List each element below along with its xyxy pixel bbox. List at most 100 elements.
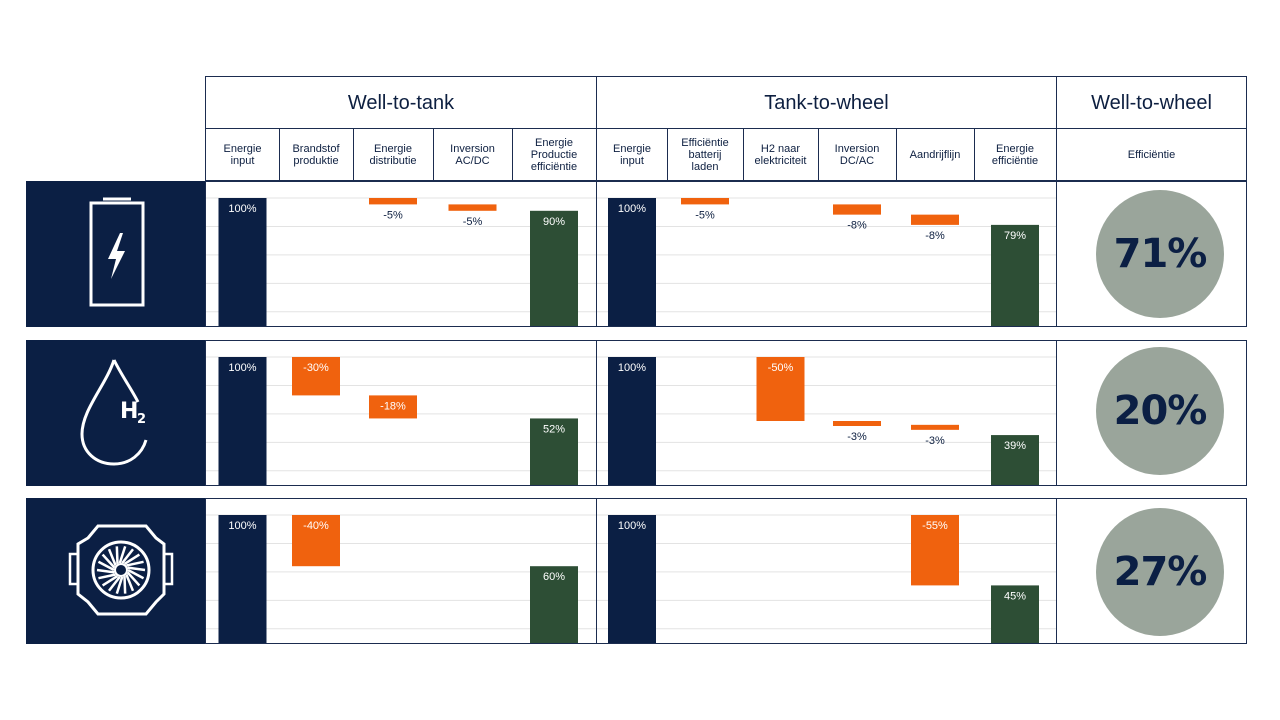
- bar-loss: [292, 515, 340, 567]
- bar-result: [991, 224, 1039, 326]
- svg-text:H: H: [120, 399, 138, 424]
- fan-blade: [127, 566, 146, 572]
- engine-fan-icon: [68, 524, 174, 616]
- row-divider: [596, 181, 597, 327]
- column-divider: [743, 129, 744, 181]
- row-divider: [1056, 498, 1057, 644]
- data-label: 79%: [1004, 230, 1026, 242]
- column-header: Energie efficiëntie: [991, 143, 1039, 167]
- data-label: 39%: [1004, 440, 1026, 452]
- data-label: -55%: [922, 520, 948, 532]
- bar-loss: [448, 204, 497, 211]
- data-label: 100%: [228, 203, 256, 215]
- section-title-tank-to-wheel: Tank-to-wheel: [764, 91, 889, 114]
- wtw-efficiency-hydrogen: 20%: [1096, 347, 1224, 475]
- data-label: 52%: [543, 423, 565, 435]
- wtw-efficiency-battery: 71%: [1096, 190, 1224, 318]
- waterfall-chart: 100% -55% 45%: [597, 514, 1056, 643]
- fan-blade: [126, 571, 141, 587]
- bar-loss: [911, 515, 959, 586]
- column-header: Energie Productie efficiëntie: [530, 137, 578, 173]
- bar-result: [530, 210, 578, 326]
- data-label: -3%: [925, 435, 945, 447]
- row-icon-hydrogen: H 2: [26, 340, 206, 486]
- column-divider: [974, 129, 975, 181]
- fan-blade: [107, 548, 117, 566]
- data-label: -18%: [380, 400, 406, 412]
- waterfall-chart: 100% -5% -8% -8% 79%: [597, 197, 1056, 326]
- data-label: 60%: [543, 571, 565, 583]
- battery-charge-icon: [89, 197, 145, 307]
- fan-blade: [101, 575, 119, 587]
- fan-blade: [115, 546, 119, 564]
- bar-input: [218, 515, 267, 643]
- data-label: -50%: [768, 362, 794, 374]
- waterfall-chart: 100% -40% 60%: [206, 514, 596, 643]
- section-title-well-to-tank: Well-to-tank: [347, 91, 455, 114]
- bar-input: [218, 198, 267, 326]
- waterfall-chart: 100% -5% -5% 90%: [206, 197, 596, 326]
- bar-input: [608, 357, 656, 485]
- column-header: Energie input: [223, 143, 262, 167]
- fan-blade: [115, 576, 124, 595]
- fan-blade: [125, 574, 135, 592]
- column-header: Inversion AC/DC: [450, 143, 495, 167]
- data-label: 100%: [228, 362, 256, 374]
- bar-loss: [292, 357, 340, 396]
- bar-loss: [369, 198, 417, 205]
- column-header: Energie input: [613, 143, 651, 167]
- header-divider: [205, 128, 1247, 129]
- bar-input: [608, 515, 656, 643]
- row-divider: [1056, 340, 1057, 486]
- data-label: 100%: [228, 520, 256, 532]
- column-divider: [353, 129, 354, 181]
- bar-loss: [369, 395, 417, 419]
- column-divider: [512, 129, 513, 181]
- data-label: 90%: [543, 216, 565, 228]
- row-frame-engine: [205, 498, 1247, 644]
- bar-result: [991, 435, 1039, 485]
- section-title-well-to-wheel: Well-to-wheel: [1091, 91, 1212, 114]
- bar-loss: [911, 424, 959, 430]
- waterfall-chart: 100% -50% -3% -3% 39%: [597, 356, 1056, 485]
- column-header: Efficiëntie: [1127, 149, 1176, 161]
- fan-blade: [101, 553, 116, 569]
- waterfall-chart: 100% -30% -18% 52%: [206, 356, 596, 485]
- hydrogen-drop-icon: H 2: [80, 359, 148, 466]
- data-label: -5%: [383, 209, 403, 221]
- row-frame-battery: [205, 181, 1247, 327]
- bar-loss: [756, 357, 805, 421]
- fan-blade: [107, 576, 121, 592]
- column-divider: [433, 129, 434, 181]
- bar-input: [218, 357, 267, 485]
- column-divider: [667, 129, 668, 181]
- bar-loss: [911, 214, 959, 225]
- bar-result: [530, 418, 578, 485]
- fan-blade: [127, 568, 145, 580]
- bar-result: [991, 585, 1039, 643]
- data-label: 100%: [618, 362, 646, 374]
- data-label: -8%: [847, 220, 867, 232]
- fan-blade: [98, 573, 116, 580]
- svg-text:2: 2: [137, 412, 146, 427]
- data-label: 100%: [618, 203, 646, 215]
- data-label: -5%: [695, 209, 715, 221]
- column-header: Aandrijflijn: [909, 149, 961, 161]
- column-header: Brandstof produktie: [292, 143, 340, 167]
- row-divider: [1056, 181, 1057, 327]
- bar-loss: [833, 421, 881, 426]
- row-icon-battery: [26, 181, 206, 327]
- column-divider: [279, 129, 280, 181]
- data-label: -30%: [303, 362, 329, 374]
- column-header: Efficiëntie batterij laden: [681, 137, 729, 173]
- data-label: 45%: [1004, 590, 1026, 602]
- column-header: Energie distributie: [369, 143, 417, 167]
- data-label: -3%: [847, 431, 867, 443]
- data-label: -8%: [925, 230, 945, 242]
- bar-loss: [681, 198, 729, 205]
- data-label: -5%: [463, 216, 483, 228]
- row-divider: [596, 498, 597, 644]
- column-divider: [818, 129, 819, 181]
- bar-loss: [833, 204, 881, 215]
- wtw-efficiency-engine: 27%: [1096, 508, 1224, 636]
